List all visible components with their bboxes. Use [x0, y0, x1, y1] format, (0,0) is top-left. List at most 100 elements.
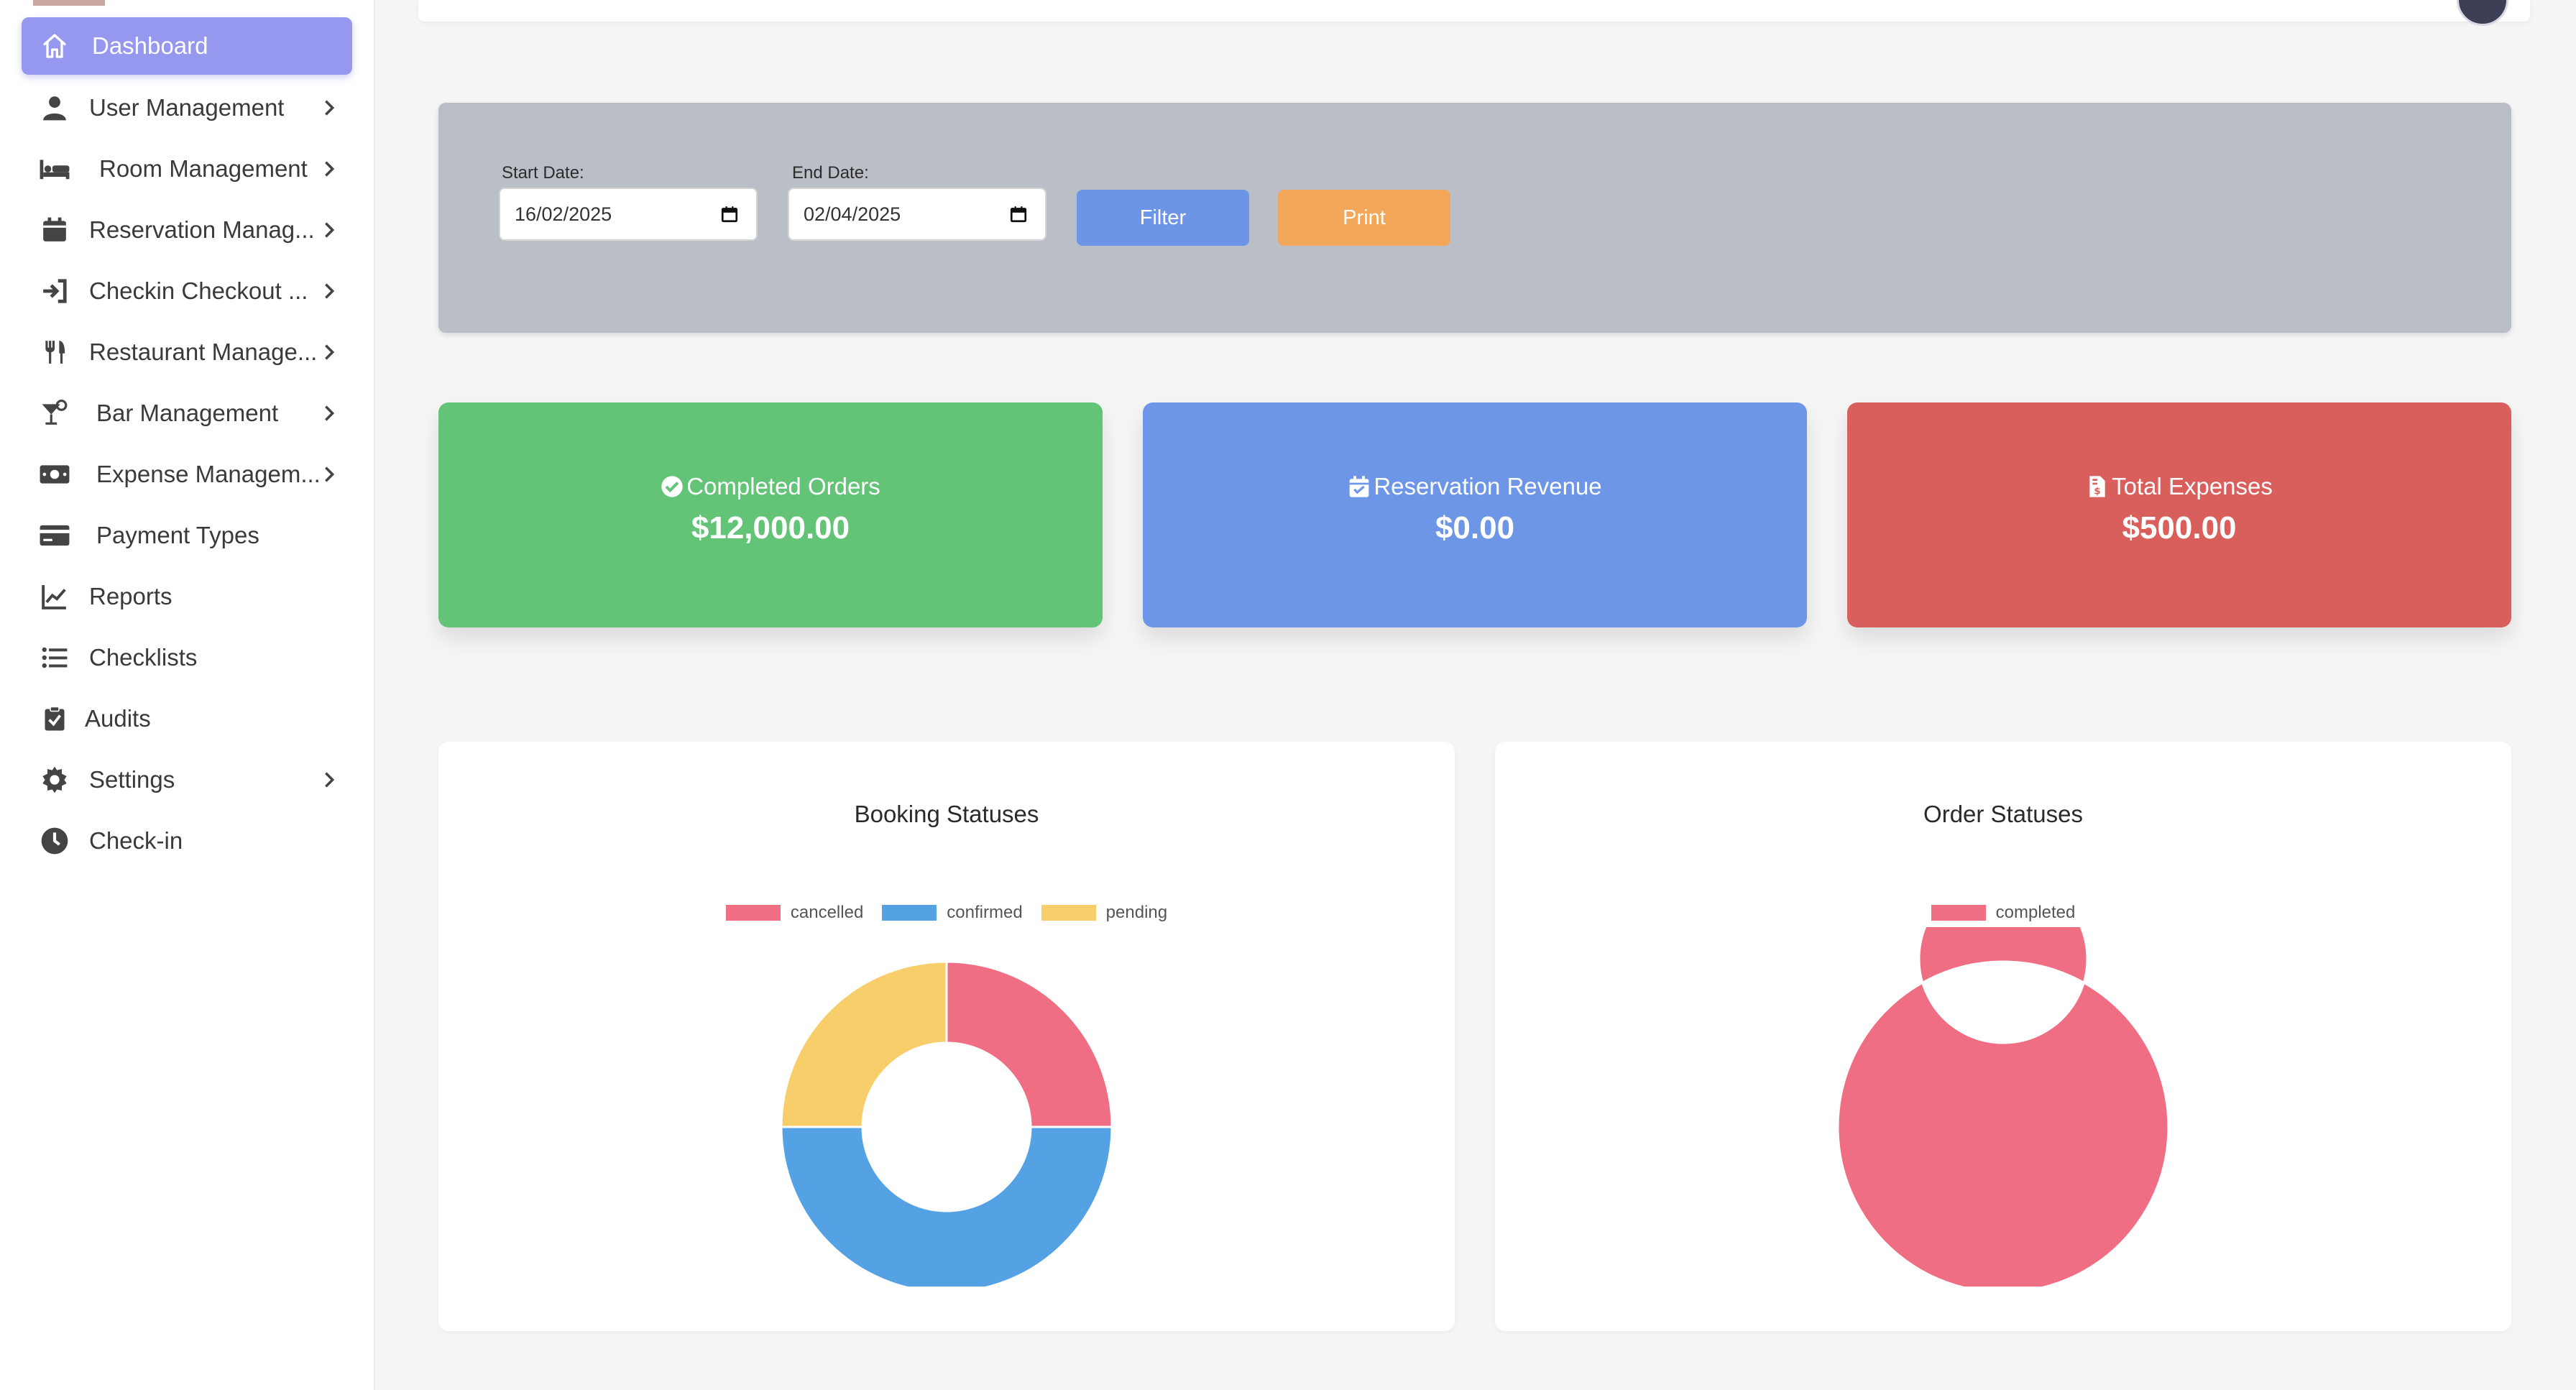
- chevron-right-icon: [325, 466, 335, 482]
- sidebar-item-label: Reports: [89, 583, 172, 609]
- sidebar-item-label: User Management: [89, 94, 285, 121]
- sidebar-logo-fragment: [33, 0, 105, 6]
- end-date-input[interactable]: 02/04/2025: [788, 188, 1046, 241]
- legend-item-cancelled[interactable]: cancelled: [725, 903, 864, 923]
- sidebar-item-user-management[interactable]: User Management: [22, 79, 352, 137]
- reservation-revenue-card: Reservation Revenue $0.00: [1143, 402, 1807, 627]
- sidebar-item-label: Dashboard: [92, 32, 208, 59]
- legend-swatch: [725, 905, 781, 921]
- sidebar-item-payment-types[interactable]: Payment Types: [22, 507, 352, 564]
- calendar-icon[interactable]: [720, 205, 739, 224]
- booking-statuses-panel: Booking Statuses cancelled confirmed pendi…: [438, 742, 1455, 1331]
- sidebar-item-checkin-checkout[interactable]: Checkin Checkout ...: [22, 262, 352, 320]
- booking-statuses-donut: [780, 960, 1113, 1287]
- stat-card-title: Completed Orders: [686, 473, 880, 500]
- legend-item-pending[interactable]: pending: [1041, 903, 1167, 923]
- order-statuses-donut: [1836, 927, 2170, 1287]
- sidebar-item-label: Checkin Checkout ...: [89, 277, 308, 304]
- completed-orders-card: Completed Orders $12,000.00: [438, 402, 1103, 627]
- chevron-right-icon: [325, 100, 335, 116]
- gear-icon: [39, 764, 70, 796]
- credit-card-icon: [39, 520, 70, 551]
- sidebar-item-bar-management[interactable]: Bar Management: [22, 385, 352, 442]
- clipboard-check-icon: [39, 703, 70, 735]
- legend-swatch: [1041, 905, 1096, 921]
- stat-card-title-row: Reservation Revenue: [1143, 473, 1807, 500]
- legend-label: confirmed: [947, 903, 1023, 922]
- sidebar-item-label: Checklists: [89, 644, 198, 671]
- svg-text:$: $: [2094, 487, 2100, 497]
- sidebar-item-label: Payment Types: [96, 522, 259, 548]
- legend-item-completed[interactable]: completed: [1931, 903, 2076, 923]
- sidebar: Dashboard User Management Room Managemen…: [0, 0, 375, 1390]
- stat-card-title: Total Expenses: [2112, 473, 2273, 500]
- sign-in-icon: [39, 275, 70, 307]
- start-date-input[interactable]: 16/02/2025: [499, 188, 758, 241]
- avatar[interactable]: [2457, 0, 2508, 26]
- legend-label: cancelled: [790, 903, 864, 922]
- sidebar-item-label: Reservation Manag...: [89, 216, 315, 243]
- print-button[interactable]: Print: [1278, 190, 1450, 246]
- sidebar-item-reports[interactable]: Reports: [22, 568, 352, 625]
- sidebar-item-label: Room Management: [99, 155, 308, 182]
- calendar-check-icon: [1349, 476, 1369, 497]
- chevron-right-icon: [325, 344, 335, 360]
- legend-label: pending: [1105, 903, 1168, 922]
- sidebar-item-audits[interactable]: Audits: [22, 690, 352, 747]
- donut-slice-pending[interactable]: [780, 960, 948, 1128]
- donut-slice-confirmed[interactable]: [780, 1126, 1113, 1287]
- sidebar-item-checklists[interactable]: Checklists: [22, 629, 352, 686]
- sidebar-item-check-in[interactable]: Check-in: [22, 812, 352, 870]
- chevron-right-icon: [325, 405, 335, 421]
- sidebar-item-restaurant-management[interactable]: Restaurant Manage...: [22, 323, 352, 381]
- date-filter-panel: Start Date: 16/02/2025 End Date: 02/04/2…: [438, 103, 2511, 333]
- clock-icon: [39, 825, 70, 857]
- legend-label: completed: [1995, 903, 2076, 922]
- order-statuses-panel: Order Statuses completed: [1495, 742, 2511, 1331]
- sidebar-item-label: Audits: [85, 705, 151, 732]
- donut-slice-completed[interactable]: [1836, 927, 2170, 1287]
- check-circle-icon: [661, 476, 683, 497]
- utensils-icon: [39, 336, 70, 368]
- stat-card-value: $12,000.00: [691, 510, 850, 546]
- stat-card-value: $500.00: [2122, 510, 2237, 546]
- sidebar-item-settings[interactable]: Settings: [22, 751, 352, 809]
- legend-item-confirmed[interactable]: confirmed: [882, 903, 1023, 923]
- chevron-right-icon: [325, 222, 335, 238]
- list-icon: [39, 642, 70, 673]
- chart-legend: completed: [1495, 903, 2511, 923]
- legend-swatch: [1931, 905, 1986, 921]
- bed-icon: [39, 153, 70, 185]
- sidebar-item-label: Check-in: [89, 827, 183, 854]
- chart-title: Order Statuses: [1923, 801, 2083, 827]
- sidebar-item-label: Restaurant Manage...: [89, 339, 318, 365]
- money-bill-icon: [39, 459, 70, 490]
- user-icon: [39, 92, 70, 124]
- chevron-right-icon: [325, 283, 335, 299]
- end-date-value: 02/04/2025: [804, 203, 901, 225]
- chart-legend: cancelled confirmed pending: [438, 903, 1455, 923]
- sidebar-item-reservation-management[interactable]: Reservation Manag...: [22, 201, 352, 259]
- sidebar-item-label: Settings: [89, 766, 175, 793]
- filter-button[interactable]: Filter: [1077, 190, 1249, 246]
- top-bar: [418, 0, 2530, 26]
- chevron-right-icon: [325, 772, 335, 788]
- sidebar-item-room-management[interactable]: Room Management: [22, 140, 352, 198]
- end-date-label: End Date:: [792, 163, 869, 183]
- stat-card-title: Reservation Revenue: [1374, 473, 1602, 500]
- calendar-icon: [39, 214, 70, 246]
- cocktail-icon: [39, 397, 70, 429]
- chart-title: Booking Statuses: [854, 801, 1039, 827]
- chevron-right-icon: [325, 161, 335, 177]
- stat-card-value: $0.00: [1435, 510, 1515, 546]
- donut-slice-cancelled[interactable]: [945, 960, 1113, 1128]
- calendar-icon[interactable]: [1009, 205, 1028, 224]
- stat-card-title-row: Completed Orders: [438, 473, 1103, 500]
- stat-card-title-row: $ Total Expenses: [1847, 473, 2511, 500]
- sidebar-item-expense-management[interactable]: Expense Managem...: [22, 446, 352, 503]
- home-icon: [39, 30, 70, 62]
- start-date-label: Start Date:: [502, 163, 584, 183]
- line-chart-icon: [39, 581, 70, 612]
- sidebar-item-dashboard[interactable]: Dashboard: [22, 17, 352, 75]
- legend-swatch: [882, 905, 937, 921]
